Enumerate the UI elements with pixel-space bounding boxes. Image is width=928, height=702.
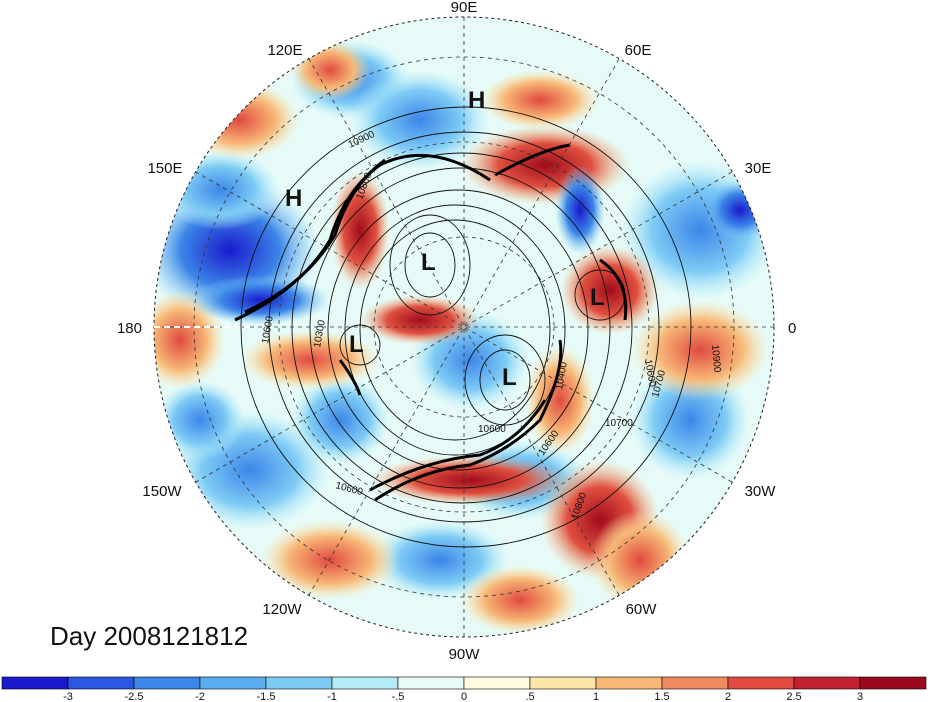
contour-label: 10300 bbox=[312, 319, 328, 349]
jet-contours bbox=[234, 143, 628, 502]
pressure-centers: H H L L L L bbox=[285, 87, 605, 391]
colorbar-swatch bbox=[859, 676, 927, 690]
colorbar-tick-label: 2 bbox=[725, 691, 731, 702]
high-center: H bbox=[468, 87, 485, 114]
colorbar-swatch bbox=[265, 676, 333, 690]
colorbar: -3 -2.5 -2 -1.5 -1 -.5 0 .5 1 1.5 2 2.5 3 bbox=[1, 676, 927, 702]
contour-label: 10600 bbox=[478, 424, 506, 435]
colorbar-tick-label: -3 bbox=[63, 691, 73, 702]
anomaly-field bbox=[154, 17, 774, 637]
colorbar-tick-label: -.5 bbox=[392, 691, 405, 702]
colorbar-swatch bbox=[793, 676, 861, 690]
lon-label-120w: 120W bbox=[262, 601, 302, 618]
colorbar-swatch bbox=[397, 676, 465, 690]
low-center: L bbox=[349, 331, 364, 358]
contour-label: 10600 bbox=[260, 315, 276, 345]
colorbar-swatch bbox=[463, 676, 531, 690]
graticule bbox=[154, 17, 774, 637]
low-center: L bbox=[421, 249, 436, 276]
longitude-labels: 90E 60E 30E 0 30W 60W 90W 120W 150W 180 … bbox=[117, 0, 796, 663]
colorbar-tick-label: 1.5 bbox=[654, 691, 669, 702]
colorbar-tick-label: -2 bbox=[195, 691, 205, 702]
colorbar-tick-label: 3 bbox=[857, 691, 863, 702]
colorbar-tick-label: 0 bbox=[461, 691, 467, 702]
lon-label-90e: 90E bbox=[451, 0, 478, 16]
colorbar-swatch bbox=[529, 676, 597, 690]
contour-label: 10600 bbox=[642, 359, 658, 389]
colorbar-swatch bbox=[595, 676, 663, 690]
contour-label: 10400 bbox=[554, 361, 570, 391]
colorbar-swatch bbox=[331, 676, 399, 690]
lon-label-150w: 150W bbox=[142, 483, 182, 500]
low-center: L bbox=[590, 284, 605, 311]
colorbar-tick-label: 2.5 bbox=[786, 691, 801, 702]
lon-label-150e: 150E bbox=[147, 160, 182, 177]
colorbar-swatch bbox=[67, 676, 135, 690]
lon-label-180: 180 bbox=[117, 320, 142, 337]
colorbar-swatch bbox=[133, 676, 201, 690]
lon-label-30w: 30W bbox=[745, 483, 777, 500]
lon-label-120e: 120E bbox=[267, 42, 302, 59]
colorbar-swatch bbox=[727, 676, 795, 690]
colorbar-swatch bbox=[199, 676, 267, 690]
colorbar-tick-label: 1 bbox=[593, 691, 599, 702]
high-center: H bbox=[285, 185, 302, 212]
lon-label-90w: 90W bbox=[449, 646, 481, 663]
colorbar-tick-label: .5 bbox=[525, 691, 534, 702]
colorbar-swatch bbox=[661, 676, 729, 690]
colorbar-swatch bbox=[1, 676, 69, 690]
contour-label: 10700 bbox=[605, 418, 633, 429]
colorbar-tick-label: -2.5 bbox=[125, 691, 144, 702]
colorbar-tick-label: -1 bbox=[327, 691, 337, 702]
colorbar-tick-label: -1.5 bbox=[257, 691, 276, 702]
lon-label-60w: 60W bbox=[626, 601, 658, 618]
lon-label-0: 0 bbox=[788, 320, 796, 337]
day-timestamp: Day 2008121812 bbox=[50, 621, 248, 651]
lon-label-30e: 30E bbox=[745, 160, 772, 177]
low-center: L bbox=[502, 364, 517, 391]
contour-label: 10900 bbox=[709, 344, 722, 373]
lon-label-60e: 60E bbox=[625, 42, 652, 59]
